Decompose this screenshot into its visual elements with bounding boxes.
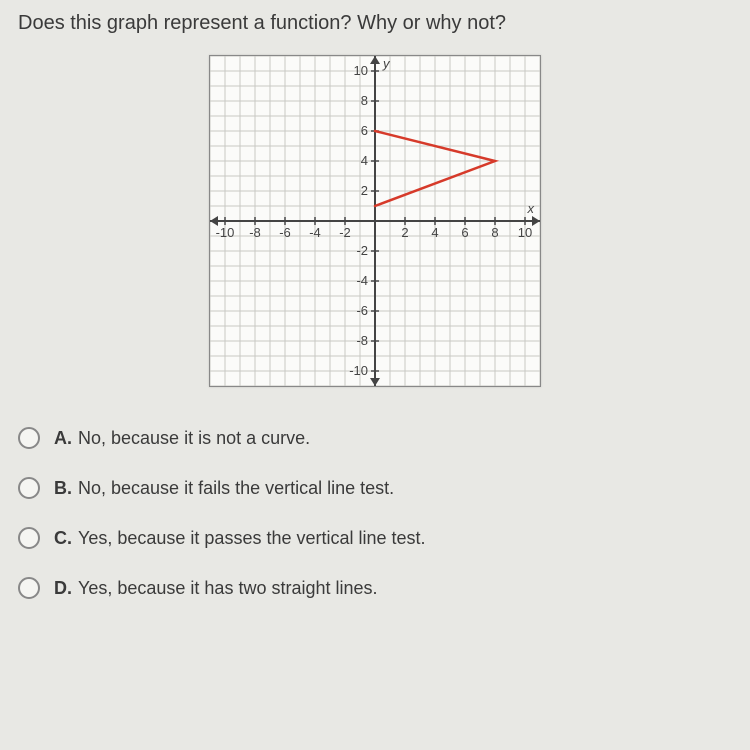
choice-a[interactable]: A. No, because it is not a curve. <box>18 427 732 449</box>
choice-text: No, because it fails the vertical line t… <box>78 478 394 499</box>
svg-text:2: 2 <box>361 183 368 198</box>
choice-letter: D. <box>54 578 72 599</box>
choice-letter: B. <box>54 478 72 499</box>
choice-text: No, because it is not a curve. <box>78 428 310 449</box>
svg-text:4: 4 <box>361 153 368 168</box>
answer-choices: A. No, because it is not a curve. B. No,… <box>18 427 732 599</box>
coordinate-plane: -10-8-6-4-2246810108642-2-4-6-8-10xy <box>210 56 540 386</box>
svg-text:-6: -6 <box>356 303 368 318</box>
svg-text:-4: -4 <box>309 225 321 240</box>
choice-letter: A. <box>54 428 72 449</box>
question-text: Does this graph represent a function? Wh… <box>18 12 732 35</box>
svg-text:2: 2 <box>401 225 408 240</box>
svg-text:x: x <box>527 201 535 216</box>
choice-text: Yes, because it has two straight lines. <box>78 578 378 599</box>
svg-text:-2: -2 <box>356 243 368 258</box>
svg-text:-10: -10 <box>349 363 368 378</box>
svg-text:10: 10 <box>354 63 368 78</box>
choice-letter: C. <box>54 528 72 549</box>
svg-text:-6: -6 <box>279 225 291 240</box>
radio-icon <box>18 477 40 499</box>
radio-icon <box>18 527 40 549</box>
radio-icon <box>18 577 40 599</box>
svg-text:10: 10 <box>518 225 532 240</box>
svg-text:-8: -8 <box>249 225 261 240</box>
choice-text: Yes, because it passes the vertical line… <box>78 528 426 549</box>
choice-c[interactable]: C. Yes, because it passes the vertical l… <box>18 527 732 549</box>
svg-text:8: 8 <box>491 225 498 240</box>
svg-text:-4: -4 <box>356 273 368 288</box>
radio-icon <box>18 427 40 449</box>
svg-text:8: 8 <box>361 93 368 108</box>
choice-b[interactable]: B. No, because it fails the vertical lin… <box>18 477 732 499</box>
choice-d[interactable]: D. Yes, because it has two straight line… <box>18 577 732 599</box>
svg-text:4: 4 <box>431 225 438 240</box>
svg-text:6: 6 <box>461 225 468 240</box>
graph-box: -10-8-6-4-2246810108642-2-4-6-8-10xy <box>209 55 541 387</box>
svg-text:-10: -10 <box>216 225 235 240</box>
svg-text:-2: -2 <box>339 225 351 240</box>
svg-text:-8: -8 <box>356 333 368 348</box>
graph-container: -10-8-6-4-2246810108642-2-4-6-8-10xy <box>18 55 732 387</box>
svg-text:6: 6 <box>361 123 368 138</box>
